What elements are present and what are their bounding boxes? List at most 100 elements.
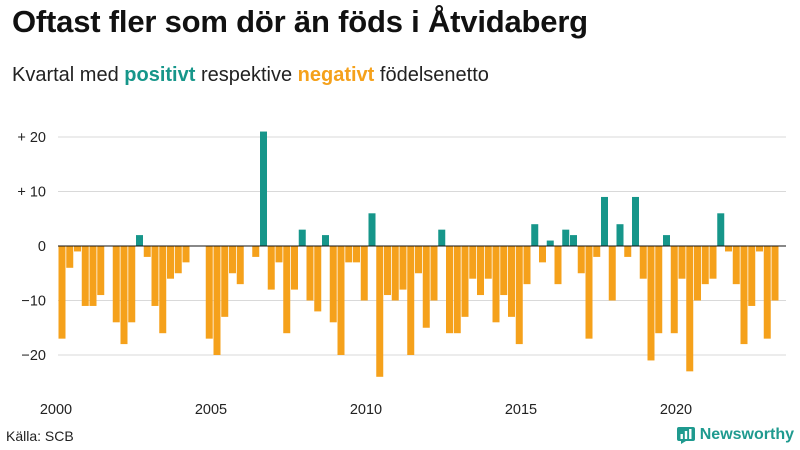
bar	[112, 246, 120, 323]
bar	[430, 246, 438, 301]
bar	[655, 246, 663, 334]
bar	[275, 246, 283, 263]
bar	[422, 246, 430, 328]
x-tick-label: 2010	[350, 402, 382, 418]
bar	[322, 235, 329, 246]
bar	[546, 240, 554, 246]
bar	[539, 246, 546, 263]
bar	[709, 246, 717, 279]
source-note: Källa: SCB	[6, 428, 74, 444]
bar	[492, 246, 500, 323]
bar	[174, 246, 182, 274]
bar	[570, 235, 577, 246]
subtitle-middle: respektive	[195, 64, 298, 86]
bar	[508, 246, 515, 317]
bar	[477, 246, 484, 296]
bar	[376, 246, 384, 377]
x-tick-label: 2015	[505, 402, 537, 418]
subtitle-positive-label: positivt	[124, 64, 196, 86]
bar	[213, 246, 221, 355]
bar	[515, 246, 523, 345]
x-tick-label: 2020	[660, 402, 692, 418]
bar	[701, 246, 709, 285]
bar	[484, 246, 492, 279]
bar	[438, 229, 446, 246]
chart-title: Oftast fler som dör än föds i Åtvidaberg	[12, 4, 588, 39]
bar	[531, 224, 539, 246]
bar	[182, 246, 190, 263]
y-tick-label: 0	[38, 239, 46, 255]
bar	[306, 246, 314, 301]
y-tick-label: −20	[21, 348, 46, 364]
bar	[624, 246, 632, 257]
bar	[523, 246, 531, 285]
bar	[399, 246, 407, 290]
brand-name: Newsworthy	[699, 426, 794, 443]
bar	[593, 246, 601, 257]
bar	[143, 246, 151, 257]
bar	[337, 246, 345, 355]
bar	[159, 246, 167, 334]
bar	[329, 246, 337, 323]
bar	[562, 229, 570, 246]
bar	[608, 246, 616, 301]
bar	[391, 246, 399, 301]
bar	[151, 246, 159, 306]
bar	[314, 246, 322, 312]
bar	[291, 246, 298, 290]
bar	[756, 246, 763, 252]
bar	[58, 246, 66, 339]
bar	[66, 246, 74, 268]
bar	[732, 246, 740, 285]
bar	[446, 246, 453, 334]
bar	[771, 246, 779, 301]
bar	[678, 246, 686, 279]
y-tick-label: −10	[21, 294, 46, 310]
bar	[267, 246, 275, 290]
bar	[128, 246, 136, 323]
newsworthy-logo: Newsworthy	[676, 426, 794, 444]
bar	[763, 246, 771, 339]
bar	[89, 246, 97, 306]
bar	[252, 246, 260, 257]
bar	[120, 246, 128, 345]
bar	[353, 246, 360, 263]
bar	[748, 246, 756, 306]
x-tick-label: 2005	[195, 402, 227, 418]
bar	[407, 246, 415, 355]
bar	[577, 246, 585, 274]
y-tick-label: + 10	[17, 185, 46, 201]
bar	[298, 229, 306, 246]
bar	[97, 246, 105, 296]
bar	[616, 224, 624, 246]
y-tick-label: + 20	[17, 130, 46, 146]
bar	[632, 196, 639, 246]
bar	[221, 246, 229, 317]
bar	[360, 246, 368, 301]
bar	[554, 246, 562, 285]
subtitle-prefix: Kvartal med	[12, 64, 125, 86]
bar	[136, 235, 143, 246]
chart-subtitle: Kvartal med positivt respektive negativt…	[12, 64, 489, 87]
newsworthy-icon	[676, 426, 695, 444]
bar	[205, 246, 213, 339]
bar	[725, 246, 732, 252]
bar	[415, 246, 422, 274]
bar	[500, 246, 508, 296]
bar	[647, 246, 655, 361]
bar	[663, 235, 670, 246]
bar	[717, 213, 725, 246]
subtitle-suffix: födelsenetto	[374, 64, 489, 86]
bar	[694, 246, 701, 301]
bar	[469, 246, 477, 279]
bar	[74, 246, 81, 252]
bar	[639, 246, 647, 279]
bar	[453, 246, 461, 334]
subtitle-negative-label: negativt	[297, 64, 375, 86]
bar	[81, 246, 89, 306]
bar	[368, 213, 376, 246]
x-tick-label: 2000	[40, 402, 72, 418]
bar	[461, 246, 469, 317]
bar	[167, 246, 174, 279]
